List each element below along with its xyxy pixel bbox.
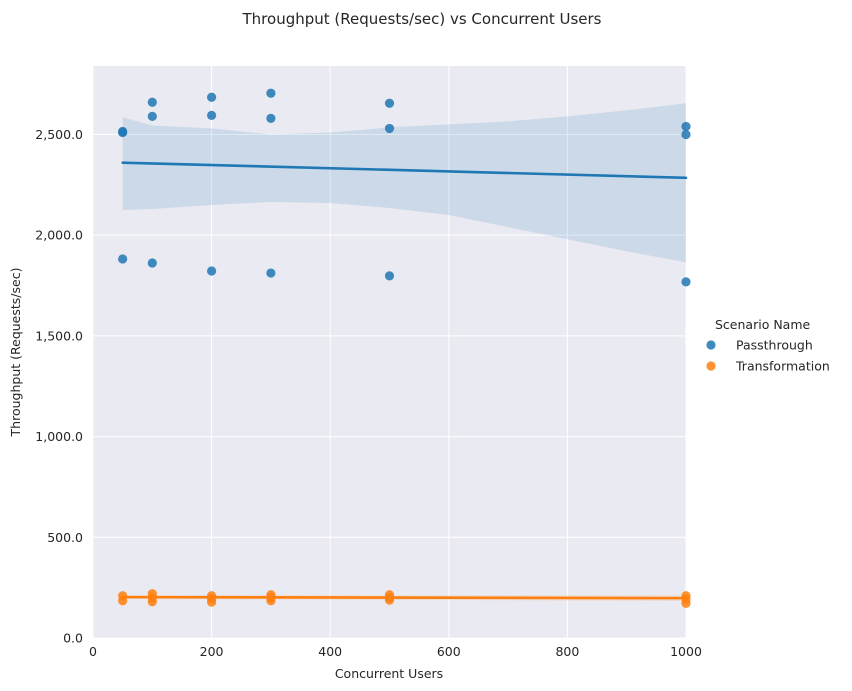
passthrough-point: [207, 266, 217, 276]
x-axis-label: Concurrent Users: [335, 666, 443, 681]
legend-marker: [706, 361, 716, 371]
y-axis-label: Throughput (Requests/sec): [8, 268, 23, 438]
x-tick-label: 1000: [670, 644, 702, 659]
legend: Scenario Name Passthrough Transformation: [706, 317, 830, 374]
data-points: [118, 88, 691, 608]
passthrough-point: [384, 98, 395, 108]
passthrough-point: [147, 97, 157, 107]
passthrough-point: [266, 113, 276, 123]
y-tick-label: 1,500.0: [35, 328, 83, 343]
x-tick-label: 200: [200, 644, 224, 659]
passthrough-confidence-band: [122, 103, 686, 263]
passthrough-point: [681, 129, 691, 140]
passthrough-point: [118, 127, 128, 138]
transformation-point: [681, 598, 691, 608]
chart-title: Throughput (Requests/sec) vs Concurrent …: [242, 10, 602, 28]
legend-marker: [706, 340, 716, 350]
x-tick-label: 400: [318, 644, 342, 659]
passthrough-point: [147, 111, 157, 121]
passthrough-point: [147, 258, 157, 268]
legend-label: Transformation: [735, 359, 830, 374]
transformation-trend-line: [121, 595, 688, 600]
x-tick-label: 0: [89, 644, 97, 659]
x-axis-ticks: 0 200 400 600 800 1000: [89, 644, 702, 659]
passthrough-point: [681, 277, 691, 287]
x-tick-label: 800: [555, 644, 579, 659]
passthrough-point: [266, 88, 276, 98]
legend-items: Passthrough Transformation: [706, 338, 830, 374]
passthrough-point: [384, 271, 395, 281]
passthrough-point: [207, 110, 217, 120]
transformation-point: [147, 597, 157, 607]
trend-lines: [121, 161, 688, 600]
passthrough-point: [118, 254, 128, 264]
y-tick-label: 0.0: [63, 631, 83, 646]
transformation-point: [118, 596, 128, 606]
y-tick-label: 2,000.0: [35, 228, 83, 243]
passthrough-point: [384, 123, 395, 134]
legend-title: Scenario Name: [715, 317, 811, 332]
transformation-point: [207, 597, 217, 607]
passthrough-point: [207, 92, 217, 102]
transformation-point: [266, 596, 276, 606]
grid: [92, 66, 687, 639]
y-tick-label: 1,000.0: [35, 429, 83, 444]
legend-label: Passthrough: [736, 338, 813, 353]
y-axis-ticks: 0.0 500.0 1,000.0 1,500.0 2,000.0 2,500.0: [35, 127, 83, 646]
plot-area: [93, 66, 686, 638]
y-tick-label: 2,500.0: [35, 127, 83, 142]
y-tick-label: 500.0: [47, 530, 83, 545]
x-tick-label: 600: [437, 644, 461, 659]
passthrough-trend-line: [121, 161, 688, 180]
transformation-point: [384, 595, 395, 605]
passthrough-point: [681, 121, 691, 132]
passthrough-point: [266, 268, 276, 278]
